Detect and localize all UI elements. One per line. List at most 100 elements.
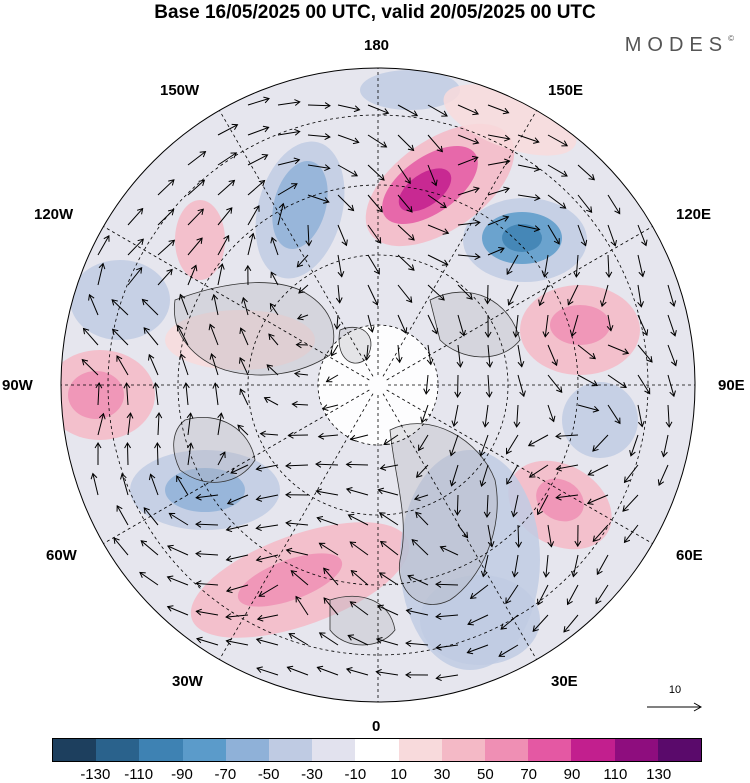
map-disk — [61, 68, 695, 702]
wind-arrow — [187, 179, 206, 196]
wind-arrow — [187, 151, 207, 166]
wind-arrow — [247, 154, 269, 166]
wind-arrow — [607, 194, 621, 215]
land-outline — [338, 327, 372, 364]
wind-arrow — [512, 314, 520, 338]
colorbar-tick-label: -30 — [301, 766, 323, 783]
wind-arrow — [600, 284, 609, 308]
wind-arrow — [316, 665, 339, 676]
wind-arrow — [277, 99, 301, 106]
wind-arrow — [350, 570, 369, 586]
wind-arrow — [315, 488, 339, 496]
wind-arrow — [665, 404, 673, 428]
wind-arrow — [405, 671, 429, 679]
wind-arrow — [637, 344, 653, 363]
wind-arrow — [577, 194, 593, 214]
wind-arrow — [95, 382, 103, 406]
wind-arrow — [629, 434, 639, 457]
anomaly-blob — [70, 260, 170, 340]
wind-arrow — [217, 451, 226, 466]
wind-arrow — [285, 547, 309, 556]
land-outline — [389, 423, 498, 605]
colorbar — [52, 738, 702, 762]
colorbar-tick-label: -50 — [257, 766, 280, 783]
wind-arrow — [337, 104, 361, 113]
wind-arrow — [500, 614, 519, 630]
wind-arrow — [411, 539, 429, 556]
graticule — [61, 68, 695, 702]
wind-arrow — [427, 104, 448, 117]
colorbar-tick-label: -90 — [171, 766, 193, 783]
wind-arrow — [152, 382, 160, 406]
wind-arrow — [457, 524, 469, 539]
lon-label-120w: 120W — [34, 206, 74, 223]
wind-arrow — [266, 364, 279, 376]
wind-arrow — [623, 524, 639, 544]
wind-arrow — [367, 134, 388, 148]
wind-arrow — [427, 314, 438, 335]
wind-arrow — [439, 545, 459, 556]
wind-arrow — [195, 520, 219, 528]
wind-arrow — [367, 164, 385, 181]
wind-arrow — [295, 341, 309, 349]
wind-arrow — [195, 493, 219, 501]
wind-arrow — [333, 314, 341, 330]
wind-arrow — [157, 239, 176, 256]
wind-arrow — [487, 524, 495, 548]
wind-arrow — [466, 644, 489, 655]
wind-arrow — [317, 432, 339, 440]
wind-arrow — [120, 472, 129, 496]
anomaly-blob — [68, 371, 124, 419]
wind-arrow — [255, 554, 279, 563]
wind-arrow — [237, 424, 249, 436]
wind-arrow — [307, 164, 331, 172]
wind-arrow — [349, 434, 369, 442]
wind-arrow — [623, 464, 639, 484]
wind-arrow — [667, 374, 676, 398]
wind-arrow — [547, 194, 567, 209]
wind-arrow — [637, 254, 646, 278]
wind-arrow — [536, 494, 549, 516]
wind-arrow — [506, 464, 519, 485]
wind-arrow — [126, 412, 134, 436]
wind-arrow — [217, 207, 233, 226]
wind-arrow — [375, 668, 399, 676]
parallel-circle — [317, 324, 439, 446]
wind-arrow — [457, 104, 479, 116]
wind-arrow — [606, 314, 614, 332]
colorbar-swatch — [96, 739, 140, 761]
wind-arrow — [127, 238, 144, 256]
colorbar-swatch — [312, 739, 356, 761]
colorbar-ticks: -130 -110 -90 -70 -50 -30 -10 10 30 50 70 90 110 130 — [52, 766, 702, 783]
wind-arrow — [291, 400, 309, 408]
wind-arrow — [113, 537, 129, 556]
wind-arrow — [377, 487, 399, 496]
wind-arrow — [345, 461, 369, 468]
wind-arrow — [415, 464, 429, 478]
wind-arrow — [528, 464, 549, 478]
wind-arrow — [337, 164, 359, 177]
wind-arrow — [542, 554, 550, 578]
wind-arrow — [148, 353, 159, 376]
wind-arrow — [547, 524, 555, 548]
wind-arrow — [97, 412, 106, 436]
wind-arrow — [451, 404, 459, 427]
wind-arrow — [94, 442, 102, 466]
wind-arrow — [457, 186, 480, 196]
wind-arrow — [505, 584, 519, 605]
wind-arrow — [479, 434, 489, 457]
wind-arrow — [513, 404, 521, 428]
polar-cap — [318, 325, 438, 445]
wind-arrow — [407, 574, 429, 586]
wind-arrow — [657, 464, 669, 486]
wind-arrow — [349, 541, 369, 556]
wind-arrow — [270, 271, 279, 286]
wind-arrow — [277, 183, 298, 196]
colorbar-swatch — [528, 739, 572, 761]
wind-arrow — [155, 412, 163, 436]
anomaly-blob — [360, 70, 460, 110]
map-boundary — [60, 67, 696, 703]
wind-arrow — [517, 194, 541, 202]
colorbar-tick-label: -70 — [214, 766, 237, 783]
wind-arrow — [397, 224, 415, 241]
